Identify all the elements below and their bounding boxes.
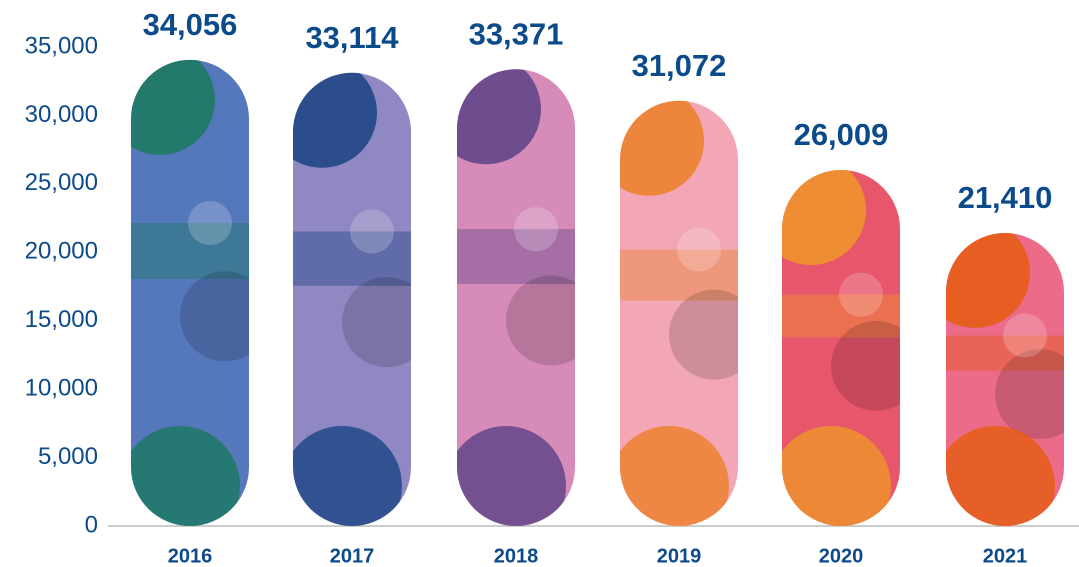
y-tick-label: 10,000 <box>25 374 98 401</box>
y-tick-label: 5,000 <box>38 443 98 470</box>
pattern-shape <box>782 426 891 527</box>
pattern-shape <box>188 201 232 246</box>
pattern-shape <box>831 320 900 411</box>
x-tick-label: 2019 <box>657 545 702 567</box>
pattern-shape <box>995 349 1064 440</box>
pattern-shape <box>677 227 721 272</box>
value-label: 26,009 <box>794 117 889 152</box>
pattern-shape <box>782 170 866 266</box>
bar <box>620 100 738 527</box>
pattern-shape <box>457 426 566 526</box>
pattern-shape <box>180 271 249 362</box>
bar <box>131 59 249 527</box>
pattern-shape <box>620 100 704 196</box>
y-tick-label: 15,000 <box>25 306 98 333</box>
pattern-shape <box>342 277 411 368</box>
pattern-shape <box>293 426 402 527</box>
pattern-shape <box>293 72 377 168</box>
y-tick-label: 25,000 <box>25 169 98 196</box>
value-label: 33,114 <box>305 20 399 55</box>
value-label: 33,371 <box>469 16 564 51</box>
pattern-shape <box>457 229 575 284</box>
value-label: 21,410 <box>958 180 1053 215</box>
y-tick-label: 20,000 <box>25 238 98 265</box>
pattern-shape <box>620 426 729 527</box>
pattern-shape <box>946 335 1064 371</box>
x-tick-label: 2021 <box>983 545 1028 567</box>
x-tick-label: 2020 <box>819 545 864 567</box>
value-label: 34,056 <box>143 7 238 42</box>
x-tick-label: 2018 <box>494 545 539 567</box>
pattern-shape <box>293 231 411 286</box>
pattern-shape <box>131 59 215 155</box>
pattern-shape <box>350 209 394 254</box>
bar <box>293 72 411 527</box>
pattern-shape <box>131 426 240 527</box>
y-tick-label: 0 <box>85 511 98 538</box>
pattern-shape <box>620 249 738 301</box>
pattern-shape <box>946 232 1030 328</box>
pattern-shape <box>131 223 249 279</box>
pattern-shape <box>782 294 900 338</box>
bar-pattern <box>457 69 575 526</box>
x-tick-label: 2016 <box>168 545 213 567</box>
pattern-shape <box>506 275 575 366</box>
x-tick-label: 2017 <box>330 545 375 567</box>
value-label: 31,072 <box>632 48 727 83</box>
pattern-shape <box>946 426 1055 526</box>
bar <box>457 69 575 526</box>
y-tick-label: 30,000 <box>25 101 98 128</box>
pattern-shape <box>457 69 541 165</box>
pattern-shape <box>669 289 738 380</box>
pattern-shape <box>514 207 558 252</box>
pattern-shape <box>839 272 883 317</box>
y-tick-label: 35,000 <box>25 32 98 59</box>
pattern-shape <box>1003 313 1047 358</box>
